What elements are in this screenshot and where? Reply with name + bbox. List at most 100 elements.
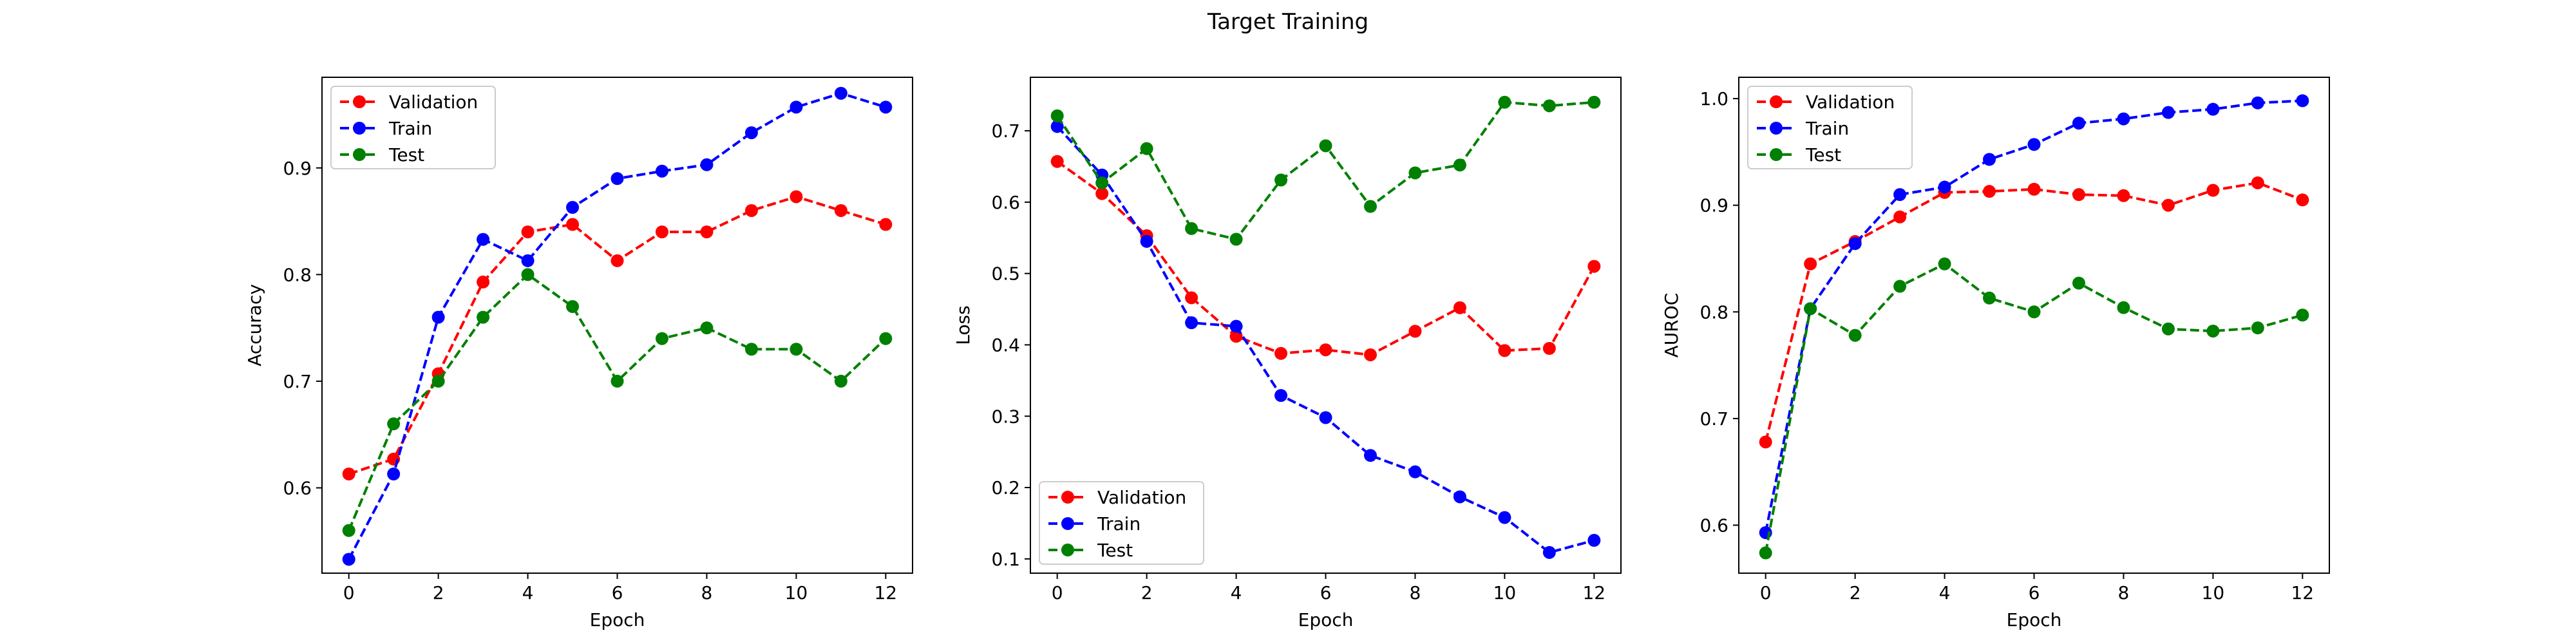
auroc-test-point <box>2027 305 2041 319</box>
auroc-test-point <box>1804 302 1817 316</box>
accuracy-test-point <box>611 374 624 388</box>
accuracy-validation-point <box>790 190 803 204</box>
loss-test-point <box>1050 109 1064 122</box>
accuracy-x-tick-label: 4 <box>522 582 534 603</box>
auroc-y-tick-label: 0.6 <box>1700 515 1728 536</box>
loss-panel: 0 2 4 6 8 10 12 0.1 0.2 0.3 0.4 0.5 0.6 0.7 Epoch Loss V… <box>952 77 1622 630</box>
accuracy-test-point <box>387 417 401 431</box>
auroc-validation-point <box>2296 193 2309 207</box>
accuracy-x-tick-label: 0 <box>343 582 355 603</box>
loss-test-point <box>1229 232 1243 246</box>
auroc-legend: Validation Train Test <box>1747 86 1913 169</box>
auroc-x-tick-label: 2 <box>1850 582 1861 603</box>
loss-train-point <box>1453 490 1466 504</box>
loss-test-point <box>1095 176 1109 189</box>
accuracy-x-tick-label: 2 <box>433 582 444 603</box>
accuracy-train-point <box>387 468 401 480</box>
loss-test-point <box>1185 222 1198 235</box>
auroc-train-point <box>2206 102 2220 116</box>
auroc-train-point <box>2027 138 2041 151</box>
accuracy-series-train <box>342 86 893 566</box>
accuracy-test-point <box>744 343 758 356</box>
accuracy-train-point <box>790 100 803 114</box>
loss-validation-point <box>1050 155 1064 168</box>
loss-train-point <box>1229 319 1243 333</box>
auroc-train-point <box>2296 94 2309 108</box>
loss-legend-marker-test <box>1061 544 1074 556</box>
loss-x-tick-label: 8 <box>1410 582 1421 603</box>
accuracy-train-point <box>655 164 668 178</box>
loss-y-tick-label: 0.3 <box>991 406 1020 427</box>
accuracy-validation-point <box>879 218 893 231</box>
accuracy-validation-point <box>834 204 848 217</box>
auroc-x-tick-label: 8 <box>2118 582 2130 603</box>
loss-y-axis-label: Loss <box>952 305 974 345</box>
accuracy-legend-marker-train <box>353 122 366 135</box>
accuracy-x-axis-label: Epoch <box>590 609 645 630</box>
accuracy-test-point <box>477 310 490 324</box>
auroc-train-point <box>1983 153 1996 166</box>
loss-legend-box <box>1039 481 1204 565</box>
loss-train-point <box>1587 534 1601 547</box>
auroc-test-point <box>1893 279 1907 293</box>
loss-validation-point <box>1542 342 1556 355</box>
auroc-train-point <box>2251 96 2264 109</box>
accuracy-x-tick-label: 8 <box>701 582 713 603</box>
accuracy-test-point <box>790 343 803 356</box>
loss-legend-label-train: Train <box>1097 513 1141 535</box>
auroc-validation-point <box>1893 210 1907 223</box>
loss-validation-point <box>1498 344 1511 357</box>
auroc-validation-point <box>1804 257 1817 270</box>
auroc-test-point <box>2251 321 2264 335</box>
accuracy-legend-marker-test <box>353 148 366 161</box>
loss-test-point <box>1542 99 1556 113</box>
auroc-validation-point <box>2161 198 2175 212</box>
loss-train-point <box>1050 120 1064 133</box>
loss-legend-marker-train <box>1061 517 1074 530</box>
auroc-x-tick-label: 0 <box>1760 582 1772 603</box>
auroc-legend-box <box>1747 86 1913 169</box>
loss-train-point <box>1408 465 1422 478</box>
auroc-x-tick-label: 4 <box>1939 582 1951 603</box>
auroc-x-tick-label: 6 <box>2029 582 2040 603</box>
auroc-test-point <box>2296 308 2309 322</box>
loss-train-point <box>1498 511 1511 524</box>
accuracy-y-axis-label: Accuracy <box>244 284 265 366</box>
loss-legend-marker-validation <box>1061 491 1074 504</box>
loss-legend-label-validation: Validation <box>1097 487 1186 508</box>
auroc-train-point <box>2072 117 2085 130</box>
auroc-y-axis-label: AUROC <box>1661 293 1682 358</box>
accuracy-validation-point <box>342 468 355 480</box>
accuracy-test-point <box>342 524 355 537</box>
accuracy-train-point <box>521 254 535 267</box>
loss-validation-point <box>1408 325 1422 338</box>
accuracy-x-tick-label: 10 <box>785 582 808 603</box>
accuracy-panel: 0 2 4 6 8 10 12 0.6 0.7 0.8 0.9 Epoch Accuracy Valida… <box>244 77 913 630</box>
auroc-x-tick-label: 10 <box>2202 582 2225 603</box>
loss-test-point <box>1140 142 1153 155</box>
loss-validation-point <box>1095 187 1109 200</box>
auroc-validation-point <box>1759 435 1772 449</box>
loss-validation-point <box>1363 348 1377 361</box>
accuracy-legend-label-validation: Validation <box>389 91 478 113</box>
auroc-train-point <box>2117 112 2130 126</box>
loss-x-tick-label: 12 <box>1582 582 1605 603</box>
loss-x-tick-label: 6 <box>1320 582 1332 603</box>
auroc-x-axis-label: Epoch <box>2007 609 2062 630</box>
loss-y-tick-label: 0.5 <box>991 263 1020 285</box>
loss-test-point <box>1587 95 1601 109</box>
accuracy-legend: Validation Train Test <box>330 86 496 169</box>
accuracy-train-point <box>700 158 714 171</box>
figure-title: Target Training <box>1207 9 1368 35</box>
auroc-validation-point <box>2251 176 2264 189</box>
loss-x-tick-label: 4 <box>1231 582 1242 603</box>
auroc-validation-point <box>2206 184 2220 197</box>
loss-test-point <box>1453 158 1466 172</box>
loss-test-point <box>1274 173 1288 187</box>
accuracy-train-point <box>879 100 893 114</box>
accuracy-test-line <box>347 272 887 531</box>
accuracy-y-tick-label: 0.9 <box>283 158 312 179</box>
loss-y-tick-label: 0.6 <box>991 192 1020 213</box>
auroc-train-point <box>2161 106 2175 119</box>
accuracy-series-test <box>342 268 893 537</box>
